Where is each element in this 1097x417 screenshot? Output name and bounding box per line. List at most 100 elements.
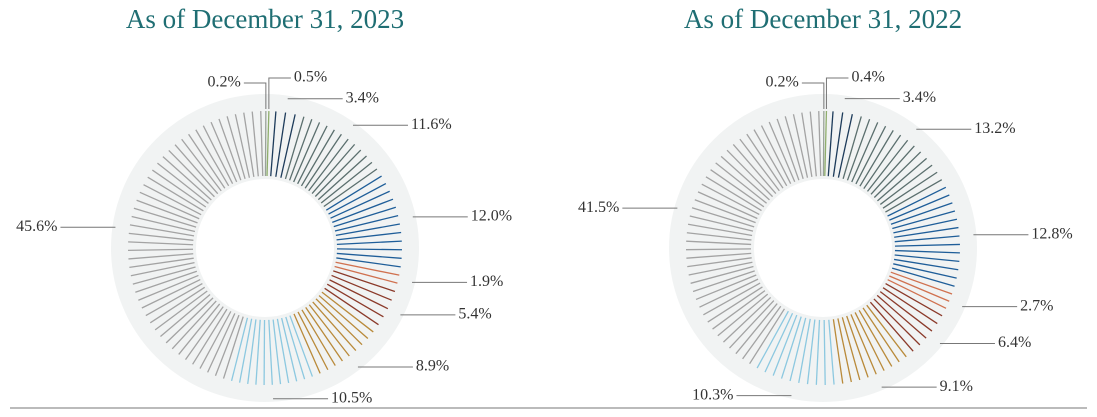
spoke xyxy=(333,206,397,228)
spoke xyxy=(894,235,960,243)
spoke xyxy=(792,114,809,178)
spoke xyxy=(160,294,211,338)
spoke xyxy=(321,291,374,333)
spoke xyxy=(168,150,215,198)
spoke xyxy=(230,317,249,382)
spoke xyxy=(862,307,900,363)
spoke xyxy=(276,318,290,384)
spoke xyxy=(275,112,287,177)
spoke xyxy=(815,319,821,385)
data-label: 9.1% xyxy=(940,378,973,395)
chart-title: As of December 31, 2022 xyxy=(684,4,962,34)
spoke xyxy=(151,169,207,208)
spoke xyxy=(824,111,828,177)
spoke xyxy=(311,143,356,194)
spoke xyxy=(707,286,763,323)
spoke xyxy=(174,144,219,195)
spoke xyxy=(328,182,387,215)
spoke xyxy=(690,265,754,284)
data-label: 6.4% xyxy=(998,334,1031,351)
spoke xyxy=(885,283,943,317)
spoke xyxy=(894,254,960,263)
spoke xyxy=(873,298,921,346)
spoke xyxy=(715,162,767,204)
spoke xyxy=(720,155,770,201)
data-label: 11.6% xyxy=(411,116,452,133)
spoke xyxy=(694,199,756,224)
spoke xyxy=(312,301,357,351)
data-label: 1.9% xyxy=(470,273,503,290)
spoke xyxy=(234,114,251,178)
spoke xyxy=(293,313,321,374)
spoke xyxy=(285,316,306,380)
spoke xyxy=(859,130,894,187)
spoke xyxy=(131,215,196,233)
spoke xyxy=(879,164,933,205)
spoke xyxy=(334,214,399,232)
data-label: 8.9% xyxy=(416,358,449,375)
spoke xyxy=(873,151,922,198)
data-label: 0.5% xyxy=(294,69,327,86)
data-label: 13.2% xyxy=(974,120,1015,137)
spoke xyxy=(315,298,363,346)
spoke xyxy=(828,319,835,385)
spoke xyxy=(210,121,238,183)
spoke xyxy=(336,231,402,241)
spoke xyxy=(128,241,194,246)
spoke xyxy=(318,295,369,339)
data-label: 10.3% xyxy=(692,386,733,403)
spoke xyxy=(128,232,194,241)
spoke xyxy=(333,270,396,293)
spoke xyxy=(149,286,206,324)
data-label: 5.4% xyxy=(458,306,491,323)
spoke xyxy=(841,317,861,381)
spoke xyxy=(280,114,296,178)
data-label: 12.0% xyxy=(471,208,512,225)
data-label: 41.5% xyxy=(578,199,619,216)
spoke xyxy=(756,310,789,369)
spoke xyxy=(251,111,259,177)
spoke xyxy=(181,138,222,192)
spoke xyxy=(703,282,761,316)
spoke xyxy=(268,319,273,385)
spoke xyxy=(869,301,914,352)
spoke xyxy=(686,232,752,241)
segment xyxy=(756,310,835,385)
data-label: 0.2% xyxy=(766,74,799,91)
spoke xyxy=(712,290,766,330)
spoke xyxy=(837,114,853,178)
data-label: 12.8% xyxy=(1031,225,1072,242)
spoke xyxy=(889,194,950,221)
spoke xyxy=(266,111,270,177)
segment xyxy=(230,315,314,386)
spoke xyxy=(870,145,915,195)
ring-background xyxy=(669,94,977,402)
spoke xyxy=(336,240,402,246)
spoke xyxy=(717,293,769,337)
segment xyxy=(284,116,378,208)
segment xyxy=(324,270,396,326)
spoke xyxy=(335,223,400,237)
spoke xyxy=(308,304,350,357)
spoke xyxy=(162,156,212,201)
spoke xyxy=(832,112,844,177)
spoke xyxy=(760,125,792,184)
segment xyxy=(128,111,264,379)
spoke xyxy=(846,315,869,378)
spoke xyxy=(855,125,887,185)
segment xyxy=(869,283,943,352)
spoke xyxy=(325,175,382,211)
spoke xyxy=(305,307,343,362)
spoke xyxy=(687,223,753,237)
spoke xyxy=(243,112,255,177)
spoke xyxy=(238,318,253,383)
spoke xyxy=(128,248,194,252)
spoke xyxy=(334,265,398,284)
segment xyxy=(824,111,828,177)
segment xyxy=(293,291,374,374)
spoke xyxy=(147,176,204,212)
segment xyxy=(887,271,953,309)
spoke xyxy=(165,297,214,344)
spoke xyxy=(863,134,902,190)
spoke xyxy=(854,312,885,371)
